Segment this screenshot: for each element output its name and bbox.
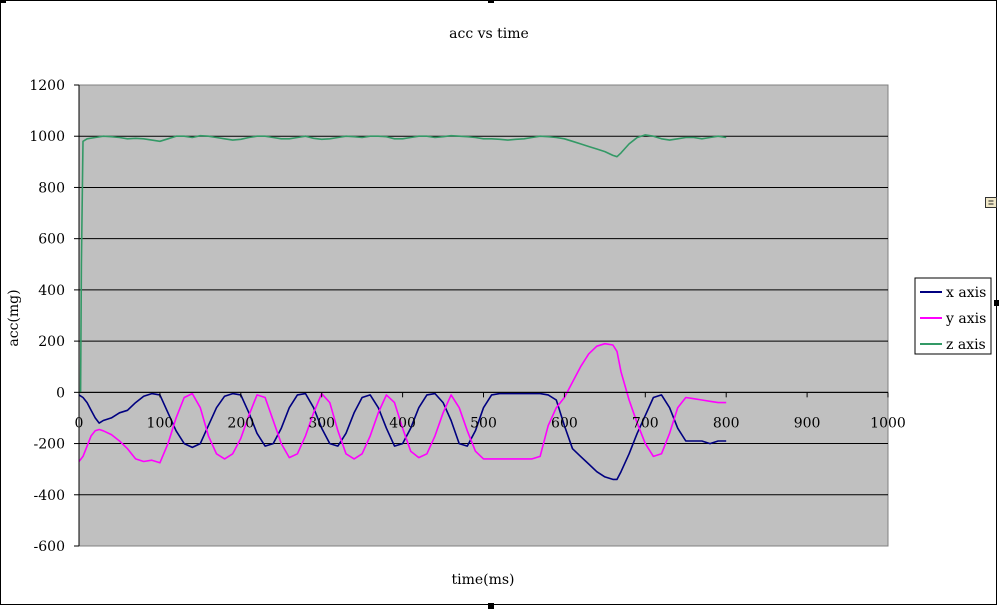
y-tick-label: -600 <box>34 539 65 555</box>
series-lines <box>78 134 727 481</box>
resize-handle-top-mid[interactable] <box>488 0 494 3</box>
resize-handle-top-left[interactable] <box>0 0 6 3</box>
y-axis-title: acc(mg) <box>6 289 22 346</box>
series-line-z-axis[interactable] <box>79 134 727 394</box>
x-tick-label: 1000 <box>870 415 906 431</box>
x-tick-label: 700 <box>632 415 659 431</box>
x-tick-label: 100 <box>147 415 174 431</box>
x-tick-label: 300 <box>308 415 335 431</box>
y-tick-label: 400 <box>38 283 65 299</box>
y-tick-label: -200 <box>34 437 65 453</box>
y-tick-label: 1200 <box>29 78 65 94</box>
y-tick-label: -400 <box>34 488 65 504</box>
legend-label: z axis <box>946 337 986 353</box>
legend-label: y axis <box>945 311 986 327</box>
x-tick-label: 600 <box>551 415 578 431</box>
plot-area[interactable] <box>78 84 889 547</box>
resize-handle-bottom-mid[interactable] <box>488 603 494 609</box>
x-tick-label: 800 <box>713 415 740 431</box>
legend-box <box>914 277 992 355</box>
y-tick-label: 600 <box>38 232 65 248</box>
legend-label: x axis <box>946 285 986 301</box>
x-tick-label: 500 <box>470 415 497 431</box>
x-tick-label: 900 <box>794 415 821 431</box>
chart-title: acc vs time <box>449 26 529 42</box>
x-tick-label: 400 <box>389 415 416 431</box>
chart-options-icon[interactable]: ≣ <box>985 197 997 208</box>
y-tick-label: 1000 <box>29 129 65 145</box>
x-tick-label: 0 <box>75 415 84 431</box>
y-tick-label: 0 <box>56 385 65 401</box>
series-line-y-axis[interactable] <box>78 342 727 464</box>
series-line-x-axis[interactable] <box>78 392 727 481</box>
y-tick-label: 200 <box>38 334 65 350</box>
x-tick-label: 200 <box>227 415 254 431</box>
x-axis-title: time(ms) <box>451 572 514 588</box>
y-tick-label: 800 <box>38 180 65 196</box>
axes: 1200 1000 800 600 400 200 0 -200 -400 -600 0 100 200… <box>29 78 905 555</box>
legend[interactable]: x axis y axis z axis <box>914 277 992 355</box>
